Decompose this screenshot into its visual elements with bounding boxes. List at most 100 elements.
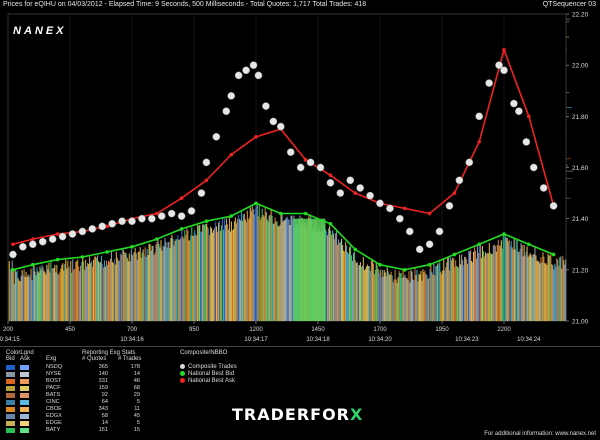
stats-row: EDGE 14 5 [0, 420, 170, 427]
trade-point [435, 227, 444, 236]
watermark-x: X [350, 405, 364, 424]
quote-count: 151 [98, 427, 108, 433]
quote-count: 58 [101, 413, 108, 419]
bid-point [427, 262, 432, 267]
ask-point [105, 224, 109, 229]
green-quote-block [293, 218, 326, 321]
bid-point [328, 221, 333, 226]
trade-point [475, 112, 484, 121]
bid-point [229, 214, 233, 218]
stats-row: PACF 159 68 [0, 385, 170, 392]
x-index-label: 2200 [497, 327, 511, 333]
ask-point [502, 48, 506, 52]
y-tick-label: 21.20 [572, 267, 589, 274]
trade-point [118, 217, 126, 226]
trade-point [425, 240, 434, 249]
trade-point [177, 212, 186, 220]
trade-point [495, 61, 503, 70]
chart-title: Prices for eQIHU on 04/03/2012 - Elapsed… [3, 1, 367, 8]
trade-point [522, 138, 531, 146]
ask-point [353, 191, 358, 195]
legend-label: National Best Ask [188, 378, 236, 385]
bid-swatch [6, 372, 15, 377]
bid-swatch [6, 400, 15, 405]
bid-swatch [6, 379, 15, 384]
trade-point [276, 122, 285, 131]
ask-point [254, 135, 258, 139]
trade-point [262, 102, 270, 110]
ask-swatch [20, 386, 29, 391]
watermark-text: TRADERFOR [232, 405, 350, 424]
trade-point [234, 71, 243, 80]
stats-row: NSDQ 365 178 [0, 364, 170, 371]
composite-legend-item: National Best Ask [180, 378, 235, 384]
trade-count: 5 [136, 420, 140, 426]
trade-point [465, 158, 474, 167]
legend-label: Composite Trades [188, 364, 237, 371]
trade-point [485, 79, 493, 87]
ask-point [328, 173, 333, 177]
bid-swatch [6, 407, 15, 412]
ask-point [452, 191, 457, 195]
bid-point [31, 262, 35, 267]
ask-header: Ask [20, 356, 31, 362]
trade-point [326, 179, 335, 187]
trade-point [242, 66, 250, 75]
exchange-name: BATS [46, 392, 61, 398]
exchange-name: EDGX [46, 413, 62, 419]
bid-point [55, 257, 60, 262]
exchange-name: BATY [46, 427, 61, 433]
y-tick-label: 22.00 [572, 63, 589, 70]
legend-dot [180, 364, 185, 369]
trade-point [202, 158, 211, 167]
trade-point [222, 107, 231, 116]
ask-point [55, 232, 60, 236]
trade-point [515, 107, 523, 116]
trade-point [254, 71, 263, 80]
trade-point [356, 184, 365, 192]
x-index-label: 1200 [249, 327, 263, 333]
bid-point [527, 242, 531, 247]
bid-point [179, 227, 184, 231]
x-index-label: 200 [3, 327, 14, 333]
bid-swatch [6, 414, 15, 419]
x-time-label: 10:34:17 [244, 337, 268, 343]
trade-point [405, 227, 414, 236]
quote-count: 92 [101, 392, 108, 398]
bid-point [279, 211, 283, 216]
stats-row: CINC 64 5 [0, 399, 170, 406]
trade-point [539, 184, 548, 192]
exchange-name: NYSE [46, 371, 62, 377]
bid-swatch [6, 393, 15, 398]
x-time-label: 10:34:15 [0, 337, 20, 343]
bid-point [105, 250, 109, 254]
x-time-label: 10:34:20 [368, 337, 392, 343]
trade-point [197, 189, 206, 197]
ask-swatch [20, 379, 29, 384]
stats-row: CBOE 343 11 [0, 406, 170, 413]
composite-legend-item: National Best Bid [180, 371, 234, 377]
ask-point [179, 196, 184, 200]
bid-point [11, 268, 15, 272]
ask-swatch [20, 407, 29, 412]
trade-count: 29 [133, 392, 140, 398]
trade-point [108, 219, 117, 228]
y-tick-label: 21.40 [572, 216, 589, 223]
bid-point [204, 219, 209, 224]
trade-point [58, 232, 67, 241]
bid-swatch [6, 428, 15, 433]
quote-count: 365 [98, 364, 108, 370]
x-index-label: 1450 [311, 327, 325, 333]
trade-point [28, 240, 37, 249]
exchange-name: EDGE [46, 420, 62, 426]
trade-count: 14 [133, 371, 140, 377]
ask-point [11, 242, 15, 247]
bid-header: Bid [6, 356, 15, 362]
trade-count: 46 [133, 378, 140, 384]
reporting-header: Reporting Exg Stats [82, 350, 136, 356]
legend-dot [180, 371, 185, 376]
quote-count: 14 [101, 420, 108, 426]
bid-point [254, 201, 258, 206]
trade-point [38, 237, 47, 246]
trade-point [376, 199, 384, 208]
